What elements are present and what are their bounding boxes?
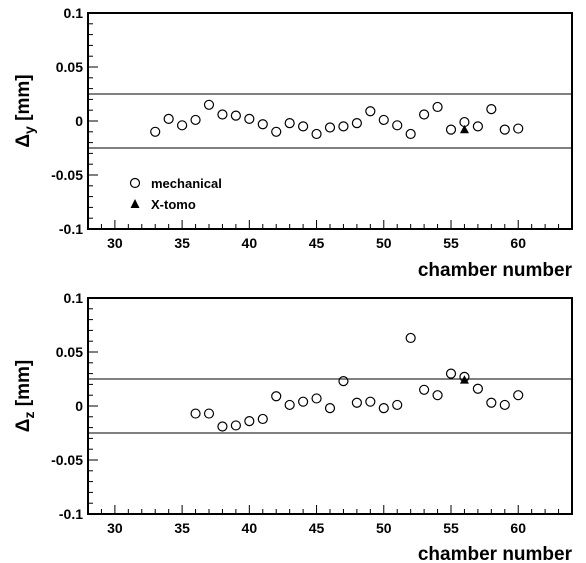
data-point-mechanical xyxy=(405,128,416,140)
legend-marker-mechanical xyxy=(129,177,141,189)
data-point-mechanical xyxy=(432,101,443,113)
x-tick-label: 60 xyxy=(510,520,526,536)
data-point-mechanical xyxy=(513,390,524,401)
x-tick-label: 60 xyxy=(510,235,526,251)
data-point-mechanical xyxy=(486,104,497,115)
data-point-mechanical xyxy=(311,393,322,404)
data-point-mechanical xyxy=(365,396,376,407)
data-point-mechanical xyxy=(284,399,295,411)
data-point-mechanical xyxy=(190,114,201,126)
data-point-mechanical xyxy=(244,113,255,124)
data-point-mechanical xyxy=(230,110,241,121)
data-point-mechanical xyxy=(244,416,255,427)
data-point-mechanical xyxy=(445,124,457,135)
x-tick-label: 50 xyxy=(376,520,392,536)
data-point-mechanical xyxy=(203,408,215,419)
x-tick-label: 30 xyxy=(107,520,123,536)
data-point-mechanical xyxy=(365,106,376,117)
data-point-mechanical xyxy=(472,383,483,394)
data-point-mechanical xyxy=(392,399,403,411)
data-point-mechanical xyxy=(405,332,416,344)
panel-delta-y: 30 35 40 45 50 55 60 0.1 0.05 0 -0.05 -0.1 chamber n… xyxy=(13,5,573,281)
panel-delta-z: 30 35 40 45 50 55 60 0.1 0.05 0 -0.05 -0.1 chamber n… xyxy=(13,290,573,563)
x-tick-label: 45 xyxy=(309,520,325,536)
x-tick-label: 55 xyxy=(443,235,459,251)
y-axis-label: Δz [mm] xyxy=(13,360,37,432)
legend-marker-x-tomo xyxy=(130,199,140,208)
y-tick-label: 0.05 xyxy=(56,344,83,360)
data-point-mechanical xyxy=(378,114,389,126)
legend: mechanical X-tomo xyxy=(129,176,222,212)
y-tick-label: 0 xyxy=(75,398,83,414)
data-point-mechanical xyxy=(230,420,241,431)
data-point-mechanical xyxy=(257,413,268,425)
data-point-mechanical xyxy=(311,128,322,140)
data-point-mechanical xyxy=(351,118,362,129)
data-point-mechanical xyxy=(177,120,188,131)
x-tick-label: 45 xyxy=(309,235,325,251)
data-point-mechanical xyxy=(150,126,161,137)
y-tick-label: 0.1 xyxy=(64,5,84,21)
data-point-mechanical xyxy=(324,403,336,414)
data-point-mechanical xyxy=(163,113,174,124)
x-tick-label: 50 xyxy=(376,235,392,251)
data-point-mechanical xyxy=(298,396,309,407)
legend-label-x-tomo: X-tomo xyxy=(151,197,196,212)
x-tick-label: 55 xyxy=(443,520,459,536)
data-point-mechanical xyxy=(472,121,483,132)
data-point-x-tomo xyxy=(459,375,469,384)
y-axis-label: Δy [mm] xyxy=(13,74,37,147)
data-point-mechanical xyxy=(392,120,403,131)
y-tick-label: 0 xyxy=(75,113,83,129)
data-point-mechanical xyxy=(378,403,389,414)
x-tick-label: 40 xyxy=(242,520,258,536)
x-axis-label: chamber number xyxy=(418,544,573,563)
data-point-mechanical xyxy=(486,397,497,408)
data-point-mechanical xyxy=(217,421,228,432)
data-point-mechanical xyxy=(445,368,457,379)
y-tick-label: -0.05 xyxy=(51,167,83,183)
data-point-mechanical xyxy=(338,121,349,132)
data-point-mechanical xyxy=(499,399,510,411)
legend-label-mechanical: mechanical xyxy=(151,176,222,191)
data-point-x-tomo xyxy=(459,124,469,134)
y-tick-label: 0.1 xyxy=(64,290,84,306)
x-tick-label: 30 xyxy=(107,235,123,251)
data-point-mechanical xyxy=(217,109,228,120)
data-point-mechanical xyxy=(190,408,201,419)
data-point-mechanical xyxy=(271,126,282,137)
x-axis-label: chamber number xyxy=(418,260,573,281)
data-point-mechanical xyxy=(324,122,336,133)
data-point-mechanical xyxy=(499,124,510,135)
data-point-mechanical xyxy=(298,121,309,132)
data-point-mechanical xyxy=(338,376,349,387)
data-point-mechanical xyxy=(351,397,362,408)
data-point-mechanical xyxy=(432,390,443,401)
x-tick-label: 35 xyxy=(174,520,190,536)
data-point-mechanical xyxy=(203,99,215,110)
plot-frame xyxy=(87,297,573,515)
x-tick-label: 40 xyxy=(242,235,258,251)
x-tick-label: 35 xyxy=(174,235,190,251)
data-point-mechanical xyxy=(419,384,430,395)
data-point-mechanical xyxy=(257,119,268,130)
data-point-mechanical xyxy=(419,109,430,120)
data-point-mechanical xyxy=(284,118,295,129)
data-point-mechanical xyxy=(513,123,524,134)
y-tick-label: 0.05 xyxy=(56,59,83,75)
y-tick-label: -0.05 xyxy=(51,452,83,468)
y-tick-label: -0.1 xyxy=(59,506,83,522)
y-tick-label: -0.1 xyxy=(59,221,83,237)
data-point-mechanical xyxy=(271,391,282,402)
